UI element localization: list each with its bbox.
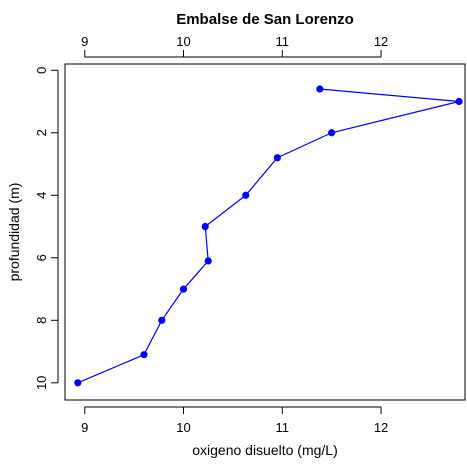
y-axis-label: profundidad (m) <box>6 183 22 282</box>
y-tick-label: 8 <box>34 317 49 324</box>
chart-title: Embalse de San Lorenzo <box>176 11 354 28</box>
data-point <box>179 285 188 293</box>
x-tick-label-bottom: 12 <box>374 420 388 435</box>
y-tick-label: 10 <box>34 376 49 390</box>
y-tick-label: 0 <box>34 67 49 74</box>
y-tick-label: 2 <box>34 129 49 136</box>
x-tick-label-top: 12 <box>374 34 388 49</box>
data-point <box>316 85 324 93</box>
axes: 9 10 11 12 9 10 11 12 0 2 4 6 8 10 <box>34 34 388 435</box>
data-point <box>273 154 281 162</box>
x-tick-label-bottom: 9 <box>81 420 88 435</box>
data-point <box>74 379 82 387</box>
data-point <box>204 257 212 265</box>
data-point <box>140 351 148 359</box>
data-point <box>242 191 250 199</box>
x-tick-label-bottom: 11 <box>276 420 290 435</box>
plot-frame <box>64 63 466 401</box>
y-tick-label: 6 <box>34 254 49 261</box>
series-line <box>77 88 460 384</box>
data-point <box>328 129 336 137</box>
data-series <box>74 85 463 387</box>
x-tick-label-bottom: 10 <box>176 420 190 435</box>
data-point <box>158 316 166 324</box>
data-point <box>201 222 209 231</box>
data-point <box>455 97 463 106</box>
y-tick-label: 4 <box>34 192 49 199</box>
x-tick-label-top: 9 <box>81 34 88 49</box>
x-tick-label-top: 10 <box>176 34 190 49</box>
x-axis-label: oxigeno disuelto (mg/L) <box>192 442 338 458</box>
x-tick-label-top: 11 <box>276 34 290 49</box>
